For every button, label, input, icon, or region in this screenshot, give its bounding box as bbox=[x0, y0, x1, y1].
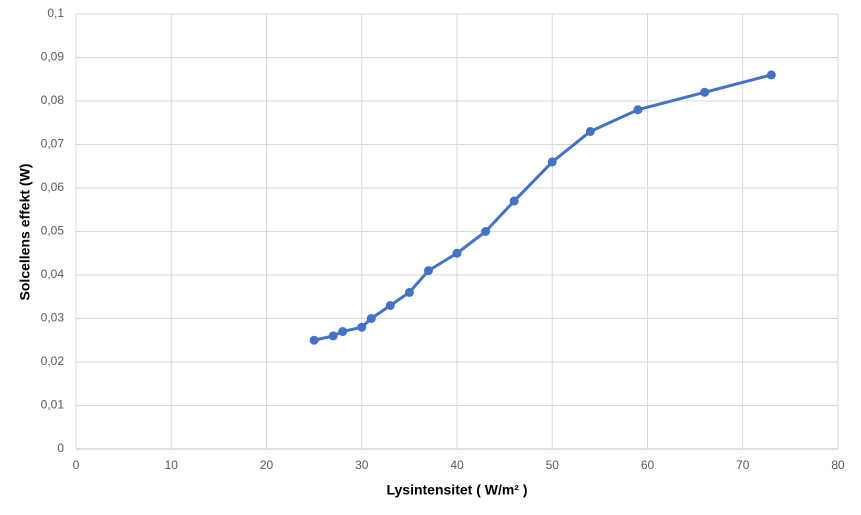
data-point bbox=[385, 300, 395, 310]
data-point bbox=[357, 322, 367, 332]
data-point bbox=[328, 331, 338, 341]
data-point bbox=[547, 157, 557, 167]
y-tick-label: 0,06 bbox=[41, 180, 65, 194]
data-line bbox=[313, 73, 772, 342]
data-point bbox=[481, 227, 491, 236]
x-tick-label: 70 bbox=[736, 458, 750, 472]
data-point bbox=[766, 70, 776, 80]
y-tick-label: 0,08 bbox=[41, 93, 65, 107]
x-axis-title: Lysintensitet ( W/m² ) bbox=[386, 482, 527, 498]
data-point bbox=[585, 126, 595, 136]
x-tick-label: 40 bbox=[450, 458, 464, 472]
y-tick-label: 0,1 bbox=[47, 6, 64, 20]
x-tick-label: 50 bbox=[546, 458, 560, 472]
x-tick-label: 80 bbox=[831, 458, 845, 472]
x-tick-label: 20 bbox=[260, 458, 274, 472]
data-point bbox=[404, 287, 414, 297]
x-tick-label: 30 bbox=[355, 458, 369, 472]
data-point bbox=[338, 327, 348, 337]
y-tick-label: 0,01 bbox=[41, 398, 65, 412]
y-tick-label: 0,05 bbox=[41, 224, 65, 238]
data-point bbox=[423, 266, 433, 276]
y-tick-label: 0,04 bbox=[41, 267, 65, 281]
data-point bbox=[633, 105, 643, 115]
x-tick-label: 10 bbox=[165, 458, 179, 472]
data-point bbox=[366, 314, 376, 323]
y-tick-label: 0,03 bbox=[41, 311, 65, 325]
y-tick-label: 0,07 bbox=[41, 137, 65, 151]
x-tick-label: 60 bbox=[641, 458, 655, 472]
data-point bbox=[309, 335, 319, 345]
y-tick-label: 0,09 bbox=[41, 50, 65, 64]
data-point bbox=[452, 248, 462, 258]
data-point bbox=[509, 196, 519, 206]
y-axis-title: Solcellens effekt (W) bbox=[17, 164, 33, 301]
x-tick-label: 0 bbox=[73, 458, 80, 472]
y-tick-label: 0 bbox=[57, 441, 64, 455]
data-point bbox=[700, 87, 710, 97]
y-tick-label: 0,02 bbox=[41, 354, 65, 368]
